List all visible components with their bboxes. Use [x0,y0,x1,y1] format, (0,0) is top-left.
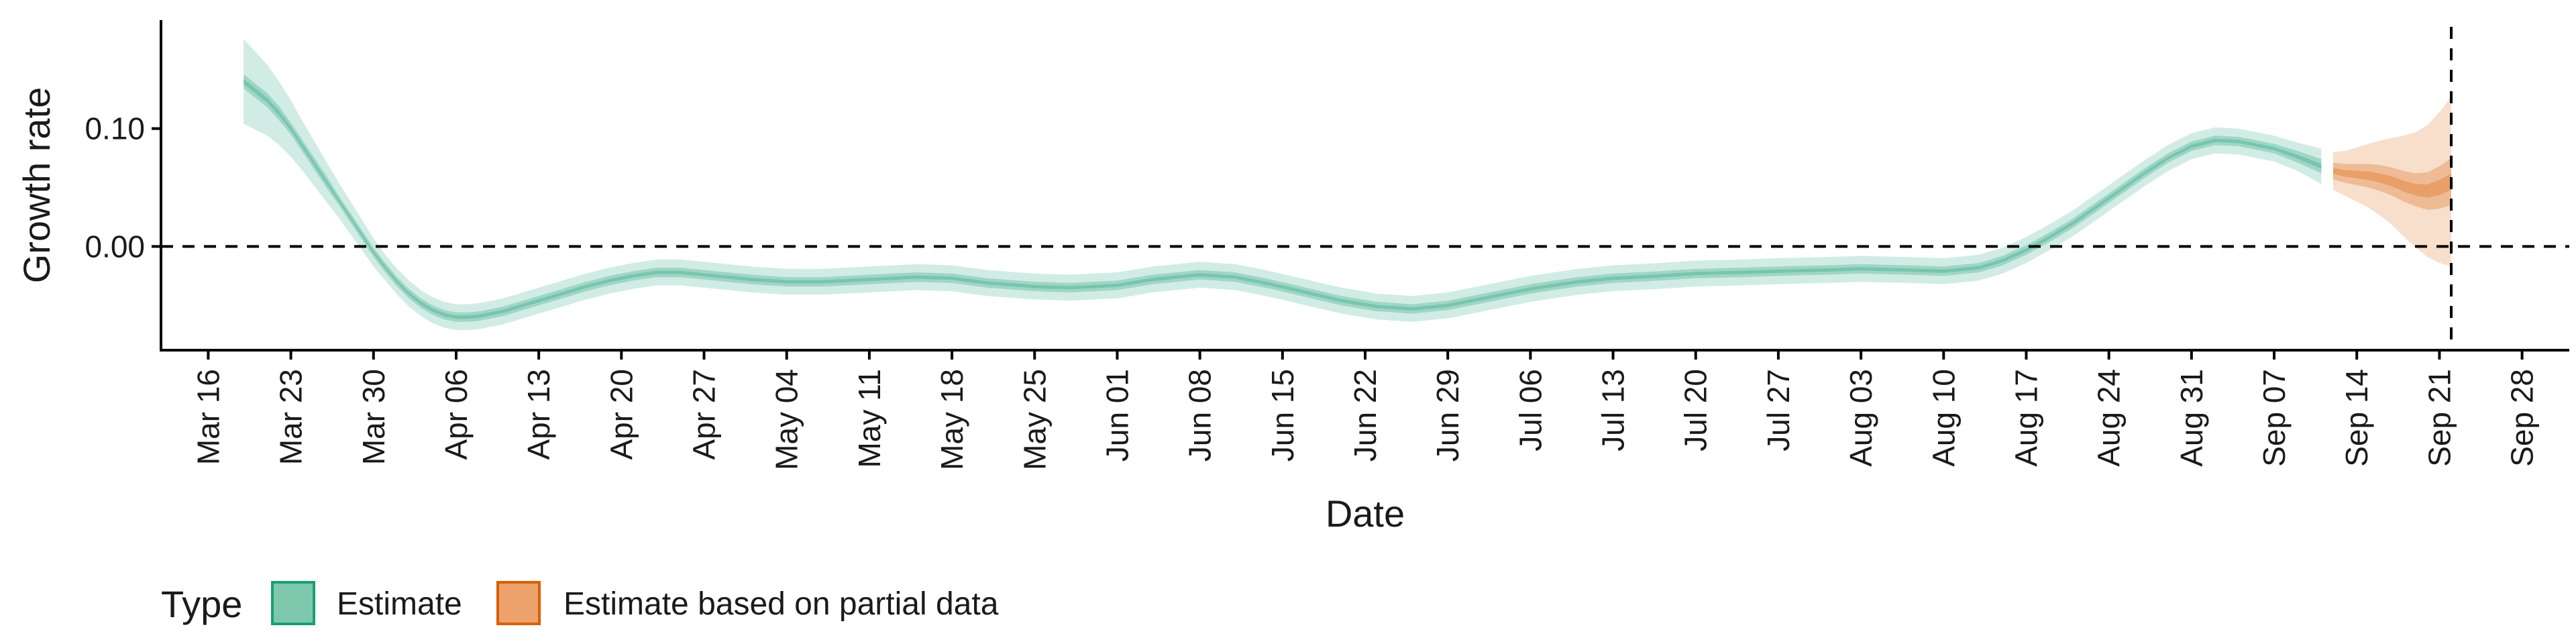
x-axis-title: Date [1326,492,1405,535]
x-tick-label: Aug 24 [2092,369,2127,467]
x-tick-label: May 18 [934,369,969,470]
x-tick-label: Aug 31 [2174,369,2209,467]
x-tick-label: Jun 15 [1265,369,1300,462]
x-tick-label: Apr 27 [687,369,722,460]
legend: Type Estimate Estimate based on partial … [161,581,999,625]
series-layer [244,39,2451,331]
x-tick-label: May 04 [769,369,804,470]
legend-swatch-estimate [271,581,315,625]
x-tick-label: Jul 27 [1761,369,1796,451]
x-tick-label: Apr 20 [604,369,639,460]
x-tick-label: Jul 13 [1596,369,1631,451]
x-tick-label: Apr 06 [439,369,474,460]
partial-estimate-band-50 [2333,158,2451,210]
x-tick-label: Sep 07 [2257,369,2292,467]
x-tick-label: Mar 23 [274,369,309,465]
x-tick-label: Aug 10 [1926,369,1961,467]
x-tick-label: Jun 01 [1099,369,1134,462]
x-tick-label: Sep 14 [2339,369,2374,467]
x-tick-label: May 11 [852,369,887,468]
x-tick-label: Jun 08 [1183,369,1218,462]
y-axis-title: Growth rate [15,87,58,284]
plot-area: 0.00 0.10 Mar 16 Mar 23 Mar 30 Apr 06 Apr 13 A… [85,20,2569,470]
legend-label-estimate: Estimate [337,586,462,622]
x-tick-label: May 25 [1017,369,1052,470]
x-tick-label: Jun 22 [1348,369,1383,462]
x-tick-label: Sep 21 [2422,369,2457,467]
x-tick-label: Mar 30 [356,369,391,465]
x-tick-label: Jun 29 [1430,369,1465,462]
x-tick-label: Jul 06 [1513,369,1548,451]
legend-swatch-partial-estimate [496,581,541,625]
y-tick-label: 0.00 [85,229,145,264]
legend-title: Type [161,583,242,625]
x-axis-ticks: Mar 16 Mar 23 Mar 30 Apr 06 Apr 13 Apr 20 Apr … [191,350,2540,470]
y-tick-label: 0.10 [85,111,145,146]
x-tick-label: Sep 28 [2505,369,2540,467]
x-tick-label: Aug 17 [2009,369,2044,467]
y-axis-ticks: 0.00 0.10 [85,111,161,264]
partial-estimate-band-90 [2333,97,2451,267]
x-tick-label: Apr 13 [521,369,556,460]
x-tick-label: Aug 03 [1843,369,1878,467]
legend-label-partial-estimate: Estimate based on partial data [564,586,999,622]
partial-estimate-band-20 [2333,168,2451,198]
x-tick-label: Jul 20 [1678,369,1713,451]
x-tick-label: Mar 16 [191,369,225,465]
